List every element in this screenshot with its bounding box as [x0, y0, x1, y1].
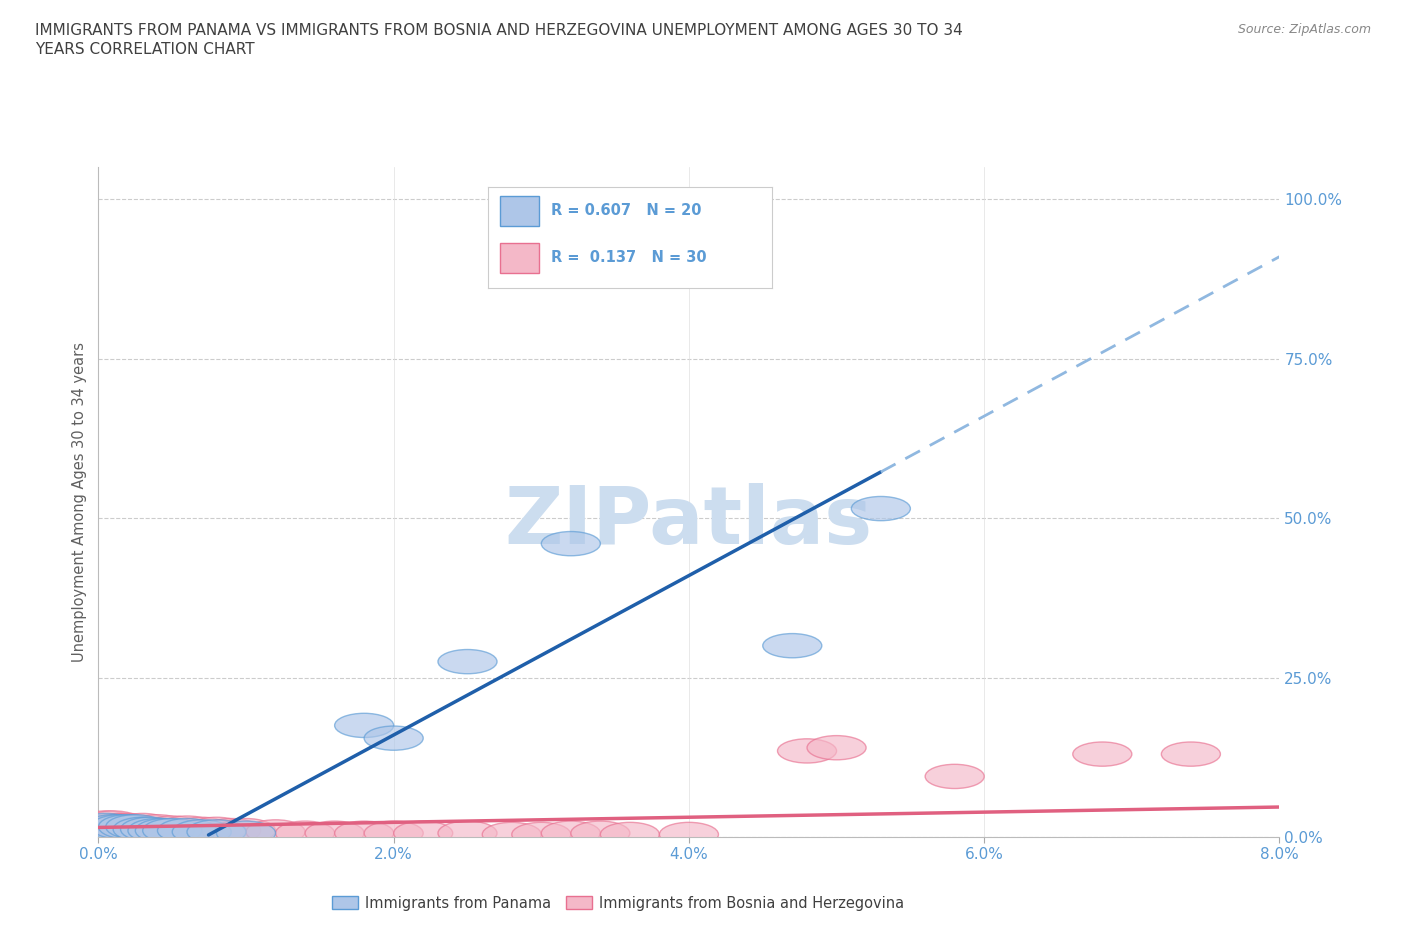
Ellipse shape	[143, 818, 202, 843]
Ellipse shape	[84, 815, 143, 839]
Text: ZIPatlas: ZIPatlas	[505, 484, 873, 562]
Ellipse shape	[659, 822, 718, 846]
Ellipse shape	[276, 821, 335, 845]
Ellipse shape	[600, 822, 659, 846]
Ellipse shape	[571, 821, 630, 845]
Ellipse shape	[364, 821, 423, 845]
Text: Source: ZipAtlas.com: Source: ZipAtlas.com	[1237, 23, 1371, 36]
Ellipse shape	[128, 818, 187, 843]
Ellipse shape	[482, 822, 541, 846]
Ellipse shape	[112, 817, 172, 842]
Ellipse shape	[217, 821, 276, 845]
Ellipse shape	[84, 811, 143, 835]
Ellipse shape	[173, 819, 231, 844]
Ellipse shape	[76, 811, 135, 835]
Ellipse shape	[187, 817, 246, 842]
Ellipse shape	[925, 764, 984, 789]
Y-axis label: Unemployment Among Ages 30 to 34 years: Unemployment Among Ages 30 to 34 years	[72, 342, 87, 662]
Ellipse shape	[762, 633, 821, 658]
Ellipse shape	[512, 822, 571, 846]
Ellipse shape	[305, 821, 364, 845]
Ellipse shape	[202, 818, 262, 843]
Ellipse shape	[143, 816, 202, 840]
Ellipse shape	[437, 821, 498, 845]
Ellipse shape	[217, 818, 276, 843]
Legend: Immigrants from Panama, Immigrants from Bosnia and Herzegovina: Immigrants from Panama, Immigrants from …	[326, 890, 910, 917]
Ellipse shape	[128, 815, 187, 839]
Ellipse shape	[541, 821, 600, 845]
Ellipse shape	[778, 738, 837, 763]
Ellipse shape	[105, 815, 165, 839]
Ellipse shape	[851, 497, 910, 521]
Ellipse shape	[1073, 742, 1132, 766]
Ellipse shape	[157, 816, 217, 840]
Ellipse shape	[121, 817, 180, 842]
Ellipse shape	[335, 713, 394, 737]
Ellipse shape	[187, 819, 246, 844]
Ellipse shape	[394, 821, 453, 845]
Ellipse shape	[98, 815, 157, 839]
Ellipse shape	[437, 649, 498, 673]
Ellipse shape	[364, 726, 423, 751]
Ellipse shape	[173, 817, 231, 842]
Ellipse shape	[807, 736, 866, 760]
Text: YEARS CORRELATION CHART: YEARS CORRELATION CHART	[35, 42, 254, 57]
Text: IMMIGRANTS FROM PANAMA VS IMMIGRANTS FROM BOSNIA AND HERZEGOVINA UNEMPLOYMENT AM: IMMIGRANTS FROM PANAMA VS IMMIGRANTS FRO…	[35, 23, 963, 38]
Ellipse shape	[541, 532, 600, 556]
Ellipse shape	[157, 818, 217, 843]
Ellipse shape	[91, 814, 150, 838]
Ellipse shape	[112, 814, 172, 838]
Ellipse shape	[76, 814, 135, 838]
Ellipse shape	[98, 814, 157, 838]
Ellipse shape	[135, 818, 194, 843]
Ellipse shape	[246, 819, 305, 844]
Ellipse shape	[91, 815, 150, 839]
Ellipse shape	[335, 821, 394, 845]
Ellipse shape	[1161, 742, 1220, 766]
